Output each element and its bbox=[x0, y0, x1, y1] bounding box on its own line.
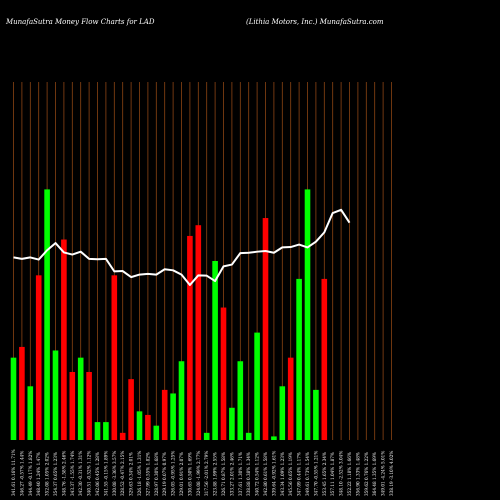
x-tick-label: 330.08 -3.36% 3.57% bbox=[112, 451, 117, 496]
money-flow-bar bbox=[19, 346, 25, 440]
money-flow-bar bbox=[203, 432, 210, 440]
money-flow-bar bbox=[271, 436, 277, 440]
x-tick-label: 341.61 0.16% 11.71% bbox=[11, 449, 16, 496]
money-flow-bar bbox=[279, 386, 286, 440]
chart-title-right: (Lithia Motors, Inc.) MunafaSutra.com bbox=[246, 18, 384, 26]
x-tick-label: 354.37 0.65% 1.23% bbox=[53, 452, 58, 496]
x-tick-label: 359.62 0.76% 1.22% bbox=[364, 452, 369, 496]
x-tick-label: 342.30 -0.31% 1.31% bbox=[78, 451, 83, 496]
x-tick-label: 317.56 -2.01% 2.79% bbox=[204, 451, 209, 496]
money-flow-bar bbox=[119, 432, 126, 440]
money-flow-bar bbox=[229, 407, 235, 440]
money-flow-bar bbox=[145, 414, 151, 440]
money-flow-bar bbox=[262, 218, 269, 440]
x-tick-label: 328.97 0.30% 1.68% bbox=[154, 452, 159, 496]
money-flow-bar bbox=[178, 361, 185, 440]
money-flow-bar bbox=[10, 357, 17, 440]
x-tick-label: 329.01 0.91% 2.07% bbox=[179, 452, 184, 496]
money-flow-bar bbox=[195, 225, 202, 440]
x-tick-label: 343.34 1.09% 1.23% bbox=[280, 452, 285, 496]
money-flow-bar bbox=[86, 371, 92, 440]
x-tick-label: 348.76 -1.58% 2.46% bbox=[61, 451, 66, 496]
money-flow-bar bbox=[287, 357, 294, 440]
x-tick-label: 353.45 1.65% 2.34% bbox=[322, 452, 327, 496]
money-flow-bar bbox=[111, 275, 118, 440]
money-flow-bar bbox=[254, 332, 260, 440]
x-tick-label: 324.08 -1.99% 2.77% bbox=[196, 451, 201, 496]
money-flow-bar bbox=[153, 425, 160, 440]
x-tick-label: 349.01 -4.24% 5.01% bbox=[381, 451, 386, 496]
x-tick-label: 326.05 -0.95% 1.25% bbox=[171, 451, 176, 496]
money-flow-bar bbox=[313, 389, 319, 440]
x-tick-label: 327.99 0.55% 1.82% bbox=[145, 452, 150, 496]
money-flow-bar bbox=[77, 357, 84, 440]
money-flow-bar bbox=[103, 422, 109, 440]
money-flow-bar bbox=[304, 189, 311, 440]
x-tick-label: 342.06 0.45% 1.28% bbox=[95, 452, 100, 496]
x-tick-labels: 341.61 0.16% 11.71% 346.27 -0.57% 1.44% 34… bbox=[11, 449, 394, 496]
x-tick-label: 356.90 1.33% 1.48% bbox=[355, 452, 360, 496]
x-tick-label: 340.72 0.54% 1.12% bbox=[255, 452, 260, 496]
x-tick-label: 329.63 0.34% 2.01% bbox=[129, 452, 134, 496]
money-flow-bar bbox=[245, 432, 252, 440]
x-tick-label: 343.37 -1.55% 1.74% bbox=[70, 451, 75, 496]
money-flow-bar bbox=[27, 386, 34, 440]
money-flow-bar bbox=[128, 379, 134, 440]
x-tick-label: 330.65 0.50% 1.69% bbox=[187, 452, 192, 496]
x-tick-label: 364.48 1.35% 1.69% bbox=[372, 452, 377, 496]
money-flow-bar bbox=[44, 189, 50, 440]
x-tick-label: 348.40 1.24% 1.47% bbox=[36, 452, 41, 496]
x-tick-label: 347.70 -0.55% 1.21% bbox=[313, 451, 318, 496]
money-flow-bar bbox=[61, 239, 67, 440]
price-line-group bbox=[13, 208, 351, 286]
x-tick-label: 333.27 2.01% 2.46% bbox=[229, 452, 234, 496]
money-flow-bar bbox=[161, 389, 168, 440]
x-tick-label: 326.18 -1.05% 1.31% bbox=[137, 451, 142, 496]
x-tick-label: 347.09 0.44% 1.17% bbox=[297, 452, 302, 496]
x-tick-label: 352.22 1.18% 1.66% bbox=[347, 452, 352, 496]
x-tick-label: 340.51 -0.52% 1.12% bbox=[87, 451, 92, 496]
money-flow-bar bbox=[296, 278, 302, 440]
x-tick-label: 349.61 0.73% 1.54% bbox=[305, 452, 310, 496]
x-tick-label: 339.64 -0.92% 1.61% bbox=[271, 451, 276, 496]
money-flow-bar bbox=[52, 350, 59, 440]
x-tick-label: 348.10 -2.52% 3.04% bbox=[339, 451, 344, 496]
money-flow-bar bbox=[35, 275, 42, 440]
x-tick-label: 338.19 -3.10% 4.02% bbox=[389, 451, 394, 496]
x-tick-label: 341.55 -0.15% 1.89% bbox=[103, 451, 108, 496]
money-flow-bars bbox=[10, 189, 328, 440]
x-tick-label: 323.88 1.99% 2.55% bbox=[213, 452, 218, 496]
money-flow-bar bbox=[94, 422, 101, 440]
money-flow-bar bbox=[220, 307, 227, 440]
x-tick-label: 345.56 0.65% 1.19% bbox=[288, 452, 293, 496]
chart-title-left: MunafaSutra Money Flow Charts for LAD bbox=[5, 18, 155, 26]
x-tick-label: 357.11 1.04% 1.87% bbox=[330, 452, 335, 496]
x-tick-label: 342.80 0.61% 1.58% bbox=[263, 452, 268, 496]
money-flow-bar bbox=[187, 235, 193, 440]
x-tick-label: 346.27 -0.57% 1.44% bbox=[19, 451, 24, 496]
money-flow-bar bbox=[136, 411, 143, 440]
money-flow-bar bbox=[170, 393, 176, 440]
money-flow-bar bbox=[237, 361, 244, 440]
price-line bbox=[13, 208, 351, 286]
x-tick-label: 352.08 1.05% 2.02% bbox=[45, 452, 50, 496]
x-tick-label: 344.49 -0.17% 1.82% bbox=[28, 451, 33, 496]
x-tick-label: 337.61 1.30% 1.71% bbox=[238, 452, 243, 496]
money-flow-bar bbox=[69, 371, 76, 440]
x-tick-label: 326.71 0.87% 1.58% bbox=[221, 452, 226, 496]
x-tick-label: 338.88 0.38% 1.34% bbox=[246, 452, 251, 496]
money-flow-bar bbox=[321, 278, 328, 440]
x-tick-label: 329.19 0.07% 0.97% bbox=[162, 452, 167, 496]
x-tick-label: 328.52 -0.47% 2.15% bbox=[120, 451, 125, 496]
money-flow-bar bbox=[212, 261, 218, 440]
